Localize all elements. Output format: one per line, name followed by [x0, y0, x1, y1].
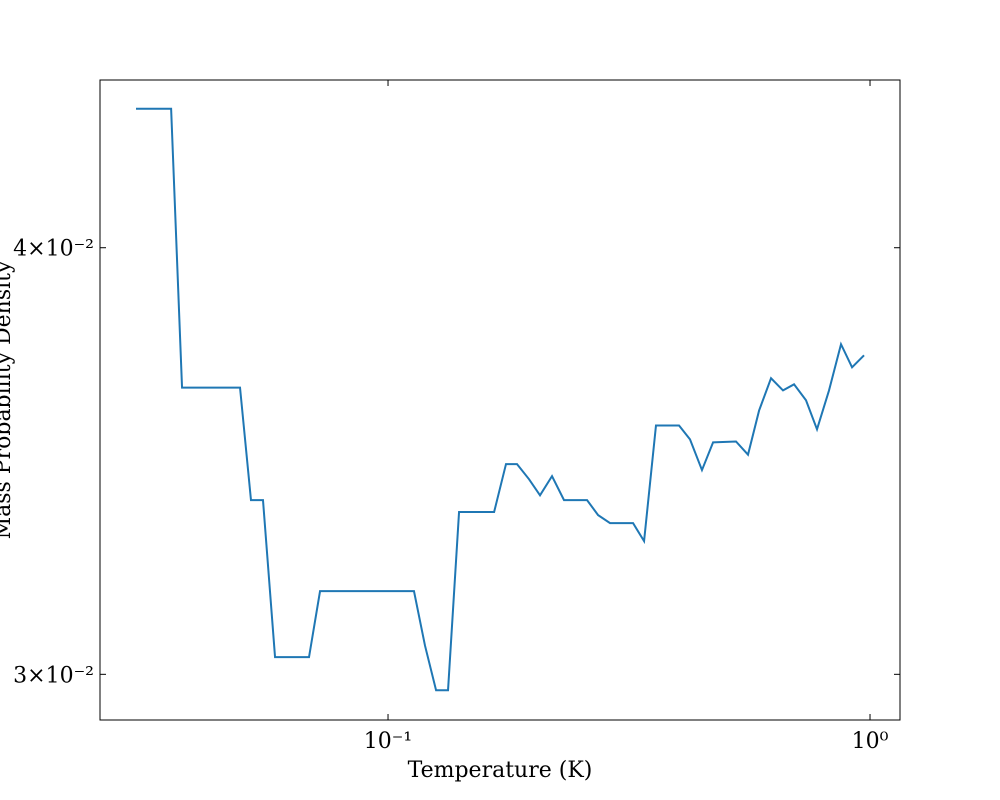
- y-tick-label: 3×10⁻²: [13, 663, 94, 688]
- y-tick-label: 4×10⁻²: [13, 237, 94, 262]
- plot-frame: [99, 79, 901, 721]
- data-line: [136, 107, 865, 692]
- x-axis-label: Temperature (K): [408, 758, 593, 783]
- y-axis-label: Mass Probability Density: [0, 260, 16, 539]
- x-tick-label: 10⁻¹: [364, 729, 412, 754]
- x-tick-label: 10⁰: [852, 729, 889, 754]
